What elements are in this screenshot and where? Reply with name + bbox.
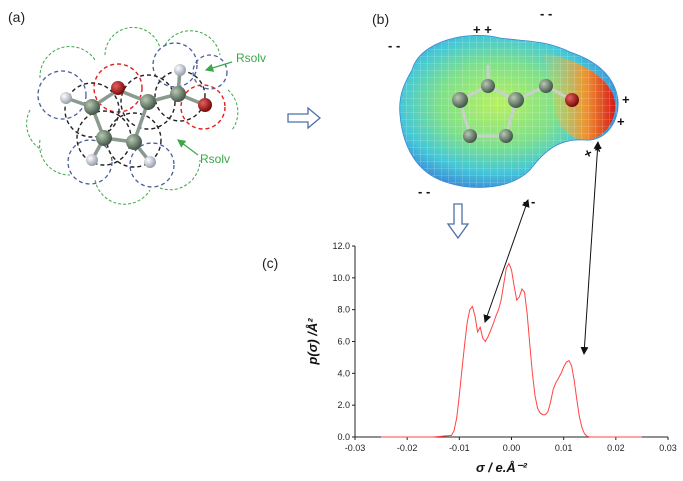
correspondence-arrow-positive	[580, 141, 602, 355]
rsolv-annotations: Rsolv Rsolv	[177, 51, 266, 166]
y-tick-label: 2.0	[337, 400, 350, 410]
carbon-atom	[170, 86, 186, 102]
oxygen-atom	[565, 93, 579, 107]
x-tick-label: 0.03	[659, 443, 677, 453]
carbon-atom	[126, 134, 142, 150]
sigma-profile-chart: 0.0 2.0 4.0 6.0 8.0 10.0 12.0 -0.03 -0.02 -0.01 0…	[305, 241, 677, 475]
hydrogen-atom	[86, 154, 98, 166]
atoms	[60, 64, 212, 168]
carbon-atom	[539, 79, 553, 93]
solvent-arcs	[26, 26, 239, 205]
y-axis-title: p(σ) /Å²	[305, 318, 320, 366]
panel-c: (c) 0.02.04.06.08.010.012.0 -0.03 -0.02 -0…	[262, 141, 677, 475]
sign-bottom-mid-negative: - -	[523, 194, 535, 209]
oxygen-atom	[198, 98, 212, 112]
y-tick-label: 12.0	[332, 241, 350, 251]
oxygen-atom	[111, 81, 125, 95]
y-tick-label: 4.0	[337, 368, 350, 378]
x-tick-label: -0.01	[449, 443, 470, 453]
oxygen-circles	[93, 63, 226, 130]
x-tick-label: 0.01	[555, 443, 573, 453]
y-tick-label: 10.0	[332, 273, 350, 283]
rsolv-label-bottom: Rsolv	[200, 152, 230, 166]
panel-c-label: (c)	[262, 255, 278, 271]
panel-b: (b)	[372, 6, 630, 209]
carbon-circles	[64, 70, 206, 168]
hydrogen-circles	[37, 42, 228, 188]
sigma-profile-curve	[381, 262, 642, 438]
hydrogen-atom	[174, 64, 186, 76]
carbon-atom	[452, 92, 468, 108]
panel-b-label: (b)	[372, 11, 389, 27]
x-tick-label: 0.00	[503, 443, 521, 453]
rsolv-arrow-top	[204, 61, 233, 72]
rsolv-label-top: Rsolv	[236, 51, 266, 65]
panel-a-label: (a)	[8, 9, 25, 25]
rsolv-arrow-bottom	[177, 139, 199, 156]
y-axis-ticks: 0.0 2.0 4.0 6.0 8.0 10.0 12.0	[332, 241, 355, 442]
sign-right-positive-1: +	[622, 92, 630, 107]
panel-a: (a)	[8, 9, 266, 205]
y-tick-label: 8.0	[337, 305, 350, 315]
sign-right-positive-2: +	[617, 114, 625, 129]
carbon-atom	[463, 129, 477, 143]
y-tick-label: 0.0	[337, 432, 350, 442]
hydrogen-atom	[144, 156, 156, 168]
x-axis-ticks: -0.03 -0.02 -0.01 0.00 0.01 0.02 0.03	[345, 437, 677, 453]
carbon-atom	[499, 129, 513, 143]
x-tick-label: -0.03	[345, 443, 366, 453]
inner-atoms	[452, 79, 579, 143]
carbon-atom	[140, 94, 156, 110]
sign-top-negative: - -	[540, 6, 552, 21]
sigma-surface	[399, 35, 619, 188]
correspondence-arrow-negative	[483, 199, 530, 323]
hydrogen-atom	[60, 92, 72, 104]
sign-top-positive: + +	[473, 22, 492, 37]
x-axis-title: σ / e.Å⁻²	[476, 460, 528, 475]
carbon-atom	[96, 130, 112, 146]
hollow-arrow-right	[287, 106, 322, 130]
y-tick-label: 6.0	[337, 337, 350, 347]
sign-bottom-left-negative: - -	[418, 184, 430, 199]
sign-left-negative: - -	[388, 38, 400, 53]
hollow-arrow-down	[446, 203, 470, 240]
x-tick-label: -0.02	[397, 443, 418, 453]
sign-bottom-right-positive: + +	[581, 140, 605, 162]
carbon-atom	[508, 92, 524, 108]
carbon-atom	[481, 79, 495, 93]
x-tick-label: 0.02	[607, 443, 625, 453]
carbon-atom	[84, 99, 100, 115]
